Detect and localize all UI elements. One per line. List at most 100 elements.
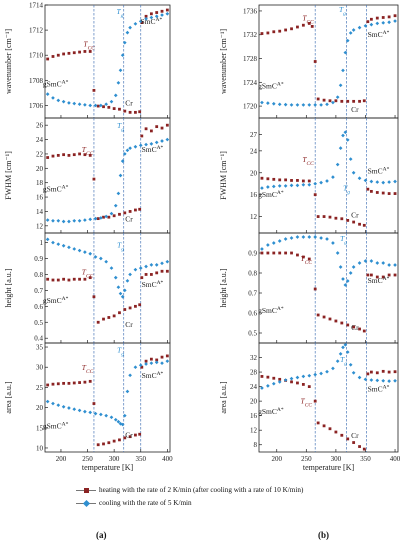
data-point-heating — [62, 277, 66, 281]
data-point-heating — [340, 99, 344, 103]
data-point-cooling — [335, 95, 340, 100]
data-point-heating — [346, 323, 350, 327]
data-point-cooling — [331, 241, 335, 245]
x-tick-label: 350 — [135, 455, 146, 463]
data-point-cooling — [144, 362, 148, 366]
data-point-cooling — [109, 266, 114, 270]
y-tick-label: 16 — [250, 412, 258, 420]
data-point-cooling — [144, 264, 148, 269]
data-point-cooling — [93, 411, 98, 416]
data-point-cooling — [260, 386, 264, 390]
data-point-cooling — [113, 203, 118, 208]
x-tick-label: 400 — [390, 455, 401, 463]
data-point-cooling — [61, 404, 66, 409]
annotation-label: gSmCA* — [43, 422, 69, 431]
data-point-cooling — [393, 263, 397, 267]
data-point-heating — [128, 210, 132, 213]
data-point-heating — [334, 319, 338, 323]
data-point-cooling — [120, 159, 125, 163]
data-point-heating — [112, 314, 116, 318]
data-point-heating — [362, 223, 366, 227]
data-point-cooling — [351, 370, 356, 375]
data-point-heating — [362, 329, 366, 333]
y-tick-label: 0.6 — [248, 310, 257, 318]
data-point-heating — [278, 251, 282, 255]
data-point-heating — [307, 22, 311, 25]
data-point-cooling — [348, 31, 353, 35]
data-point-cooling — [93, 255, 98, 259]
data-point-heating — [72, 381, 76, 385]
data-point-heating — [375, 191, 379, 194]
data-point-heating — [67, 51, 71, 55]
data-point-cooling — [338, 352, 343, 356]
annotation-label: gSmCA* — [258, 306, 284, 315]
data-point-heating — [328, 427, 332, 431]
data-point-cooling — [289, 236, 294, 240]
x-tick-label: 200 — [271, 455, 282, 463]
data-point-heating — [358, 445, 361, 448]
data-point-cooling — [125, 278, 130, 283]
data-point-heating — [123, 211, 127, 215]
data-point-cooling — [138, 363, 143, 368]
data-point-heating — [366, 20, 370, 24]
data-point-heating — [346, 99, 350, 103]
y-tick-label: 0.4 — [34, 335, 43, 343]
data-point-heating — [102, 317, 105, 321]
data-point-heating — [362, 447, 366, 451]
data-point-cooling — [104, 259, 109, 264]
y-tick-label: 10 — [36, 444, 44, 452]
annotation-label: gSmCA* — [43, 296, 69, 305]
annotation-label: Cr — [125, 98, 133, 107]
data-point-cooling — [149, 15, 154, 20]
data-point-cooling — [375, 378, 380, 383]
data-point-cooling — [113, 417, 118, 422]
data-point-heating — [346, 437, 350, 441]
data-point-cooling — [128, 25, 132, 30]
data-point-heating — [51, 154, 55, 158]
annotation-label: Tg — [339, 5, 346, 17]
data-point-cooling — [357, 375, 362, 380]
y-tick-label: 0.5 — [34, 319, 43, 327]
data-point-heating — [260, 32, 264, 35]
annotation-label: SmCA* — [142, 145, 164, 154]
y-tick-label: 20 — [250, 169, 258, 177]
data-point-heating — [290, 179, 293, 182]
data-point-cooling — [133, 21, 138, 26]
data-point-heating — [51, 382, 55, 386]
data-point-heating — [140, 276, 144, 280]
data-point-cooling — [289, 376, 294, 381]
annotation-label: gSmCA* — [258, 190, 284, 199]
data-point-cooling — [67, 245, 71, 250]
data-point-heating — [334, 430, 338, 434]
data-point-cooling — [393, 19, 397, 23]
data-point-heating — [56, 53, 60, 57]
data-point-cooling — [277, 239, 282, 243]
data-point-heating — [165, 8, 169, 12]
data-point-heating — [138, 303, 142, 307]
data-point-heating — [78, 381, 81, 384]
data-point-heating — [340, 217, 344, 221]
data-point-heating — [322, 315, 326, 319]
data-point-heating — [83, 50, 87, 53]
data-point-cooling — [283, 184, 288, 188]
y-tick-label: 1710 — [29, 52, 44, 60]
data-point-heating — [266, 31, 270, 35]
data-point-cooling — [375, 180, 380, 184]
data-point-cooling — [313, 103, 318, 107]
data-point-heating — [328, 99, 332, 103]
annotation-label: Tg — [340, 234, 347, 246]
data-point-cooling — [118, 291, 123, 296]
panel-frame — [258, 342, 399, 453]
data-point-cooling — [369, 259, 374, 263]
data-point-cooling — [160, 139, 164, 143]
data-point-heating — [346, 219, 350, 222]
data-point-heating — [102, 105, 105, 109]
data-point-heating — [96, 443, 100, 447]
data-point-heating — [92, 177, 96, 181]
data-point-heating — [366, 273, 370, 277]
data-point-heating — [102, 442, 105, 446]
data-point-heating — [369, 17, 373, 21]
data-point-heating — [381, 16, 385, 19]
data-point-heating — [358, 99, 361, 103]
